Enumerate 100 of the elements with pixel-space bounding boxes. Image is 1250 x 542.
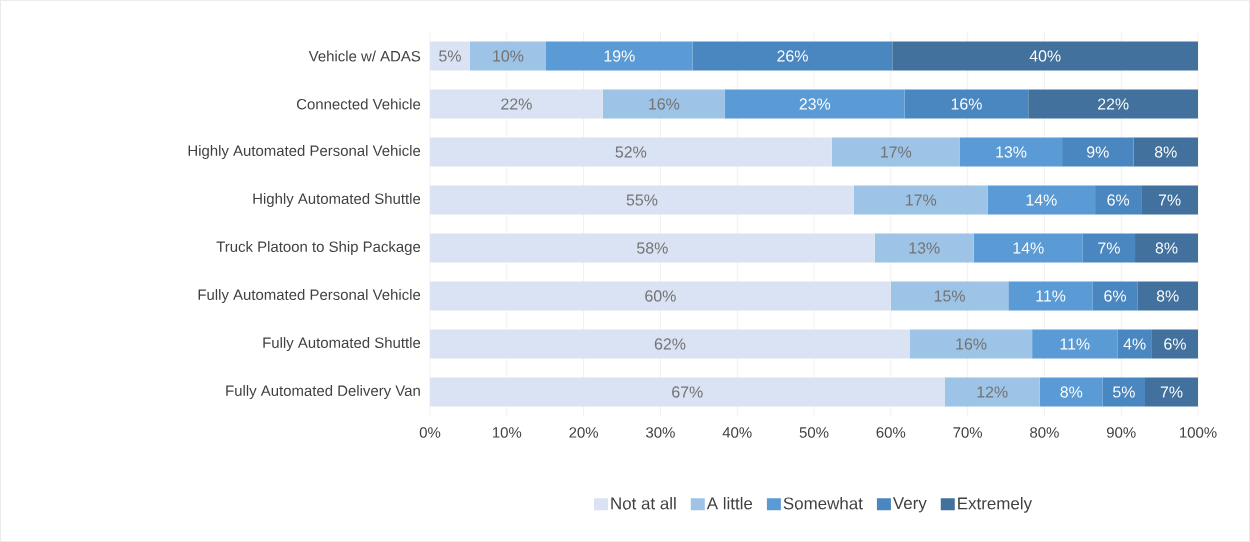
- bar: [1135, 233, 1199, 263]
- bar: [1095, 185, 1142, 215]
- legend-label: Not at all: [611, 497, 676, 510]
- bar: [910, 329, 1033, 359]
- x-tick-label: 10%: [492, 427, 522, 438]
- data-label: 12%: [977, 386, 1008, 398]
- data-label: 8%: [1155, 242, 1178, 254]
- bar: [430, 41, 470, 71]
- bar: [1032, 329, 1118, 359]
- x-tick-label: 80%: [1030, 427, 1059, 438]
- x-tick-label: 70%: [953, 427, 983, 438]
- data-label: 8%: [1154, 146, 1177, 158]
- bar: [890, 281, 1009, 311]
- bar: [1117, 329, 1152, 359]
- bar: [692, 41, 893, 71]
- bar: [1082, 233, 1136, 263]
- bar: [545, 41, 693, 71]
- bar: [973, 233, 1083, 263]
- bar: [430, 185, 854, 215]
- bar: [904, 89, 1029, 119]
- data-label: 16%: [956, 338, 987, 350]
- data-label: 67%: [672, 386, 703, 398]
- data-label: 19%: [604, 50, 635, 62]
- bar: [1133, 137, 1199, 167]
- y-tick-label: Fully Automated Shuttle: [263, 337, 421, 351]
- x-tick-label: 50%: [799, 427, 829, 438]
- bar: [430, 281, 891, 311]
- data-label: 52%: [615, 146, 647, 158]
- data-label: 6%: [1107, 194, 1130, 206]
- bar: [874, 233, 974, 263]
- bar: [1145, 377, 1199, 407]
- bar: [987, 185, 1096, 215]
- data-label: 7%: [1098, 242, 1120, 254]
- data-label: 16%: [649, 98, 680, 110]
- data-label: 17%: [881, 146, 912, 158]
- data-label: 10%: [493, 50, 524, 62]
- y-tick-label: Fully Automated Delivery Van: [226, 385, 420, 399]
- data-label: 8%: [1156, 290, 1179, 302]
- legend-label: Extremely: [958, 497, 1033, 513]
- y-tick-label: Highly Automated Personal Vehicle: [188, 145, 421, 159]
- data-label: 40%: [1029, 50, 1061, 62]
- data-label: 14%: [1013, 242, 1044, 254]
- bar: [944, 377, 1040, 407]
- legend-label: Somewhat: [783, 497, 863, 510]
- bar: [1151, 329, 1199, 359]
- y-tick-label: Highly Automated Shuttle: [253, 193, 421, 207]
- data-label: 7%: [1158, 194, 1181, 206]
- x-tick-label: 90%: [1106, 427, 1136, 438]
- bar: [1092, 281, 1138, 311]
- bar: [430, 377, 945, 407]
- x-tick-label: 60%: [876, 427, 906, 438]
- data-label: 8%: [1060, 386, 1083, 398]
- legend-label: A little: [706, 497, 753, 510]
- bar: [602, 89, 725, 119]
- bar: [1141, 185, 1199, 215]
- data-label: 7%: [1160, 386, 1183, 398]
- bar: [853, 185, 988, 215]
- data-label: 62%: [654, 338, 686, 350]
- data-label: 11%: [1036, 290, 1066, 302]
- bar: [1008, 281, 1093, 311]
- data-label: 55%: [626, 194, 658, 206]
- data-label: 5%: [1113, 386, 1135, 398]
- data-label: 58%: [637, 242, 668, 254]
- bar: [1137, 281, 1199, 311]
- data-label: 13%: [996, 146, 1027, 158]
- y-tick-label: Truck Platoon to Ship Package: [216, 241, 421, 255]
- bar: [469, 41, 546, 71]
- bar: [430, 233, 875, 263]
- data-label: 17%: [906, 194, 937, 206]
- x-tick-label: 20%: [569, 427, 599, 438]
- bar: [1039, 377, 1103, 407]
- data-label: 5%: [439, 50, 461, 62]
- data-label: 6%: [1104, 290, 1127, 302]
- bar: [724, 89, 905, 119]
- data-label: 11%: [1060, 338, 1090, 350]
- data-label: 26%: [777, 50, 808, 62]
- data-label: 13%: [909, 242, 940, 254]
- data-label: 9%: [1087, 146, 1109, 158]
- bar: [1102, 377, 1146, 407]
- bar: [430, 137, 832, 167]
- bar: [430, 329, 911, 359]
- y-tick-label: Fully Automated Personal Vehicle: [198, 289, 421, 303]
- x-tick-label: 100%: [1180, 427, 1217, 438]
- legend-label: Very: [892, 497, 927, 513]
- bar: [430, 89, 603, 119]
- data-label: 6%: [1164, 338, 1186, 350]
- bar: [1062, 137, 1134, 167]
- data-label: 60%: [645, 290, 676, 302]
- data-label: 23%: [799, 98, 831, 110]
- data-label: 22%: [1097, 98, 1129, 110]
- x-tick-label: 30%: [646, 427, 675, 438]
- bar: [959, 137, 1063, 167]
- y-tick-label: Vehicle w/ ADAS: [308, 50, 421, 62]
- data-label: 16%: [951, 98, 982, 110]
- x-tick-label: 40%: [722, 427, 752, 438]
- bar: [1028, 89, 1199, 119]
- data-label: 4%: [1123, 338, 1146, 350]
- bar: [892, 41, 1199, 71]
- x-tick-label: 0%: [419, 427, 441, 438]
- data-label: 22%: [501, 98, 532, 110]
